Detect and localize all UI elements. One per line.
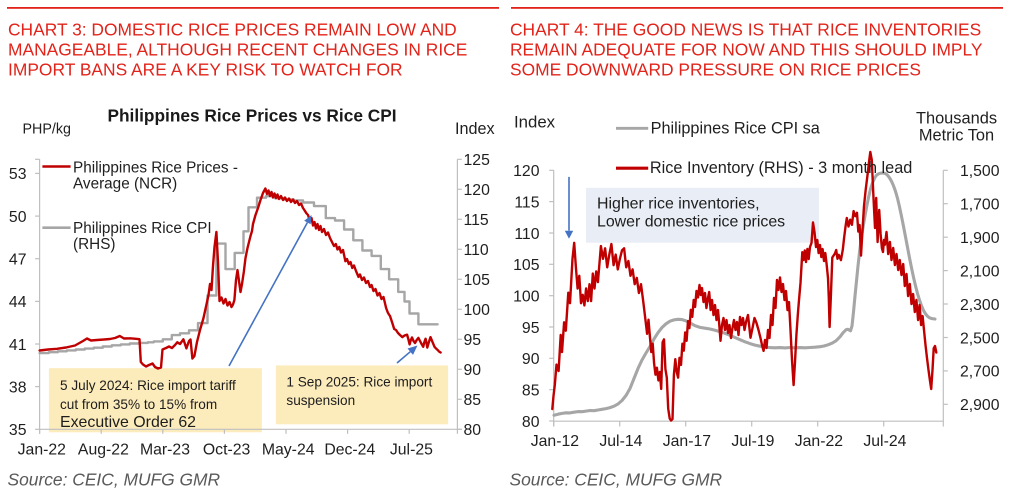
svg-text:Index: Index	[455, 120, 495, 138]
svg-text:2,700: 2,700	[960, 364, 1000, 381]
svg-text:Thousands: Thousands	[916, 110, 997, 128]
svg-text:35: 35	[9, 422, 27, 439]
svg-text:Source: CEIC, MUFG GMR: Source: CEIC, MUFG GMR	[8, 470, 221, 490]
svg-text:Jan-12: Jan-12	[531, 433, 579, 450]
svg-text:1,500: 1,500	[960, 163, 1000, 180]
svg-text:2,900: 2,900	[960, 397, 1000, 414]
svg-text:125: 125	[464, 152, 491, 169]
svg-text:CHART 4: THE GOOD NEWS IS THAT: CHART 4: THE GOOD NEWS IS THAT RICE INVE…	[510, 19, 981, 39]
svg-text:80: 80	[464, 422, 482, 439]
svg-text:2,500: 2,500	[960, 330, 1000, 347]
svg-text:Jul-14: Jul-14	[599, 433, 642, 450]
svg-text:115: 115	[464, 212, 489, 229]
svg-text:Dec-24: Dec-24	[324, 441, 375, 458]
svg-text:Average (NCR): Average (NCR)	[73, 175, 177, 192]
svg-text:1,700: 1,700	[960, 197, 1000, 214]
svg-text:41: 41	[9, 337, 27, 354]
svg-text:85: 85	[522, 383, 540, 400]
svg-text:100: 100	[513, 289, 540, 306]
svg-text:IMPORT BANS ARE A KEY RISK TO: IMPORT BANS ARE A KEY RISK TO WATCH FOR	[8, 59, 403, 79]
svg-text:Jul-19: Jul-19	[731, 433, 774, 450]
svg-text:1,900: 1,900	[960, 230, 1000, 247]
svg-text:PHP/kg: PHP/kg	[23, 122, 72, 138]
svg-text:Executive Order 62: Executive Order 62	[60, 414, 196, 431]
svg-text:90: 90	[522, 351, 540, 368]
svg-text:Rice Inventory (RHS) - 3 month: Rice Inventory (RHS) - 3 month lead	[650, 159, 912, 177]
svg-text:110: 110	[514, 226, 539, 243]
svg-text:Philippines Rice Prices vs Ric: Philippines Rice Prices vs Rice CPI	[107, 106, 396, 126]
svg-text:Jul-25: Jul-25	[390, 441, 433, 458]
svg-text:95: 95	[464, 332, 482, 349]
svg-text:100: 100	[464, 302, 491, 319]
svg-text:Jan-22: Jan-22	[18, 441, 66, 458]
svg-text:2,300: 2,300	[960, 297, 1000, 314]
svg-text:50: 50	[9, 209, 27, 226]
svg-text:Metric Ton: Metric Ton	[919, 126, 994, 144]
svg-text:80: 80	[522, 414, 540, 431]
svg-text:Jan-22: Jan-22	[795, 433, 843, 450]
svg-text:2,100: 2,100	[960, 263, 1000, 280]
svg-text:Philippines Rice Prices -: Philippines Rice Prices -	[73, 160, 238, 177]
svg-text:Index: Index	[514, 113, 556, 132]
svg-text:5 July 2024: Rice import tarif: 5 July 2024: Rice import tariff	[60, 378, 236, 393]
svg-text:MANAGEABLE, ALTHOUGH RECENT CH: MANAGEABLE, ALTHOUGH RECENT CHANGES IN R…	[8, 39, 467, 59]
svg-text:115: 115	[514, 194, 539, 211]
svg-text:105: 105	[464, 272, 491, 289]
svg-text:REMAIN ADEQUATE FOR NOW AND TH: REMAIN ADEQUATE FOR NOW AND THIS SHOULD …	[510, 39, 983, 59]
svg-text:Mar-23: Mar-23	[140, 441, 190, 458]
svg-text:44: 44	[9, 294, 27, 311]
svg-text:53: 53	[9, 166, 27, 183]
svg-text:95: 95	[522, 320, 540, 337]
svg-text:Aug-22: Aug-22	[78, 441, 129, 458]
svg-text:Philippines Rice CPI sa: Philippines Rice CPI sa	[651, 120, 821, 138]
svg-text:Lower domestic rice prices: Lower domestic rice prices	[597, 214, 785, 231]
svg-text:120: 120	[513, 163, 540, 180]
svg-text:SOME DOWNWARD PRESSURE ON RICE: SOME DOWNWARD PRESSURE ON RICE PRICES	[510, 59, 921, 79]
svg-text:110: 110	[464, 242, 489, 259]
svg-text:1 Sep 2025: Rice import: 1 Sep 2025: Rice import	[286, 375, 432, 390]
svg-text:90: 90	[464, 362, 482, 379]
svg-text:85: 85	[464, 392, 482, 409]
svg-text:Jan-17: Jan-17	[663, 433, 711, 450]
svg-text:CHART 3: DOMESTIC RICE PRICES: CHART 3: DOMESTIC RICE PRICES REMAIN LOW…	[8, 19, 457, 39]
svg-text:Oct-23: Oct-23	[203, 441, 251, 458]
svg-text:Higher rice inventories,: Higher rice inventories,	[597, 195, 760, 212]
svg-text:105: 105	[513, 257, 540, 274]
svg-text:47: 47	[9, 252, 27, 269]
svg-text:Source: CEIC, MUFG GMR: Source: CEIC, MUFG GMR	[510, 470, 723, 490]
svg-text:Philippines Rice CPI: Philippines Rice CPI	[73, 220, 212, 237]
svg-text:May-24: May-24	[262, 441, 315, 458]
svg-text:suspension: suspension	[286, 393, 355, 408]
svg-text:cut from 35% to 15% from: cut from 35% to 15% from	[60, 397, 217, 412]
svg-text:Jul-24: Jul-24	[863, 433, 906, 450]
svg-text:(RHS): (RHS)	[73, 236, 116, 253]
svg-text:38: 38	[9, 379, 27, 396]
svg-text:120: 120	[464, 182, 491, 199]
